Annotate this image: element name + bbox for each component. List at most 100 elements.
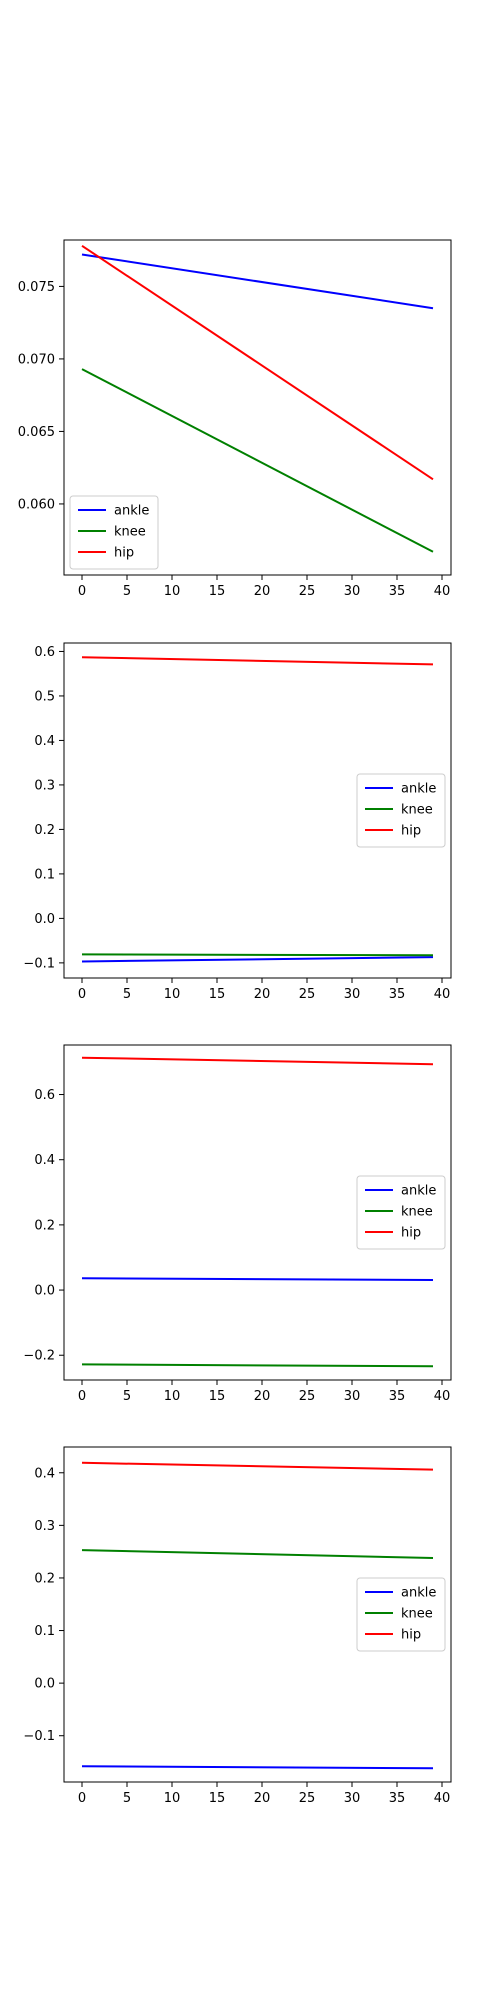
y-tick-label: −0.1 bbox=[23, 956, 55, 971]
legend-label-knee: knee bbox=[401, 1607, 433, 1622]
legend-label-ankle: ankle bbox=[114, 504, 149, 519]
x-tick-label: 30 bbox=[344, 584, 361, 599]
legend-box bbox=[356, 773, 446, 848]
x-tick-label: 10 bbox=[164, 584, 181, 599]
y-tick-label: 0.0 bbox=[34, 1284, 55, 1299]
x-tick-label: 25 bbox=[299, 1389, 316, 1404]
x-tick-label: 30 bbox=[344, 1389, 361, 1404]
x-tick-label: 30 bbox=[344, 1791, 361, 1806]
legend: ankle knee hip bbox=[69, 495, 159, 570]
chart-2: 0 5 10 15 20 25 30 35 40 −0.1 0.0 0.1 0.2 0.3 0.4 0.5 0.… bbox=[23, 642, 452, 1002]
legend-label-ankle: ankle bbox=[401, 1586, 436, 1601]
y-tick-label: 0.2 bbox=[34, 1571, 55, 1586]
y-tick-label: 0.1 bbox=[34, 1624, 55, 1639]
x-tick-label: 15 bbox=[209, 584, 226, 599]
series-line-knee bbox=[81, 953, 434, 957]
legend-box bbox=[69, 495, 159, 570]
y-tick-label: 0.0 bbox=[34, 1677, 55, 1692]
x-tick-label: 15 bbox=[209, 1791, 226, 1806]
y-tick-label: 0.060 bbox=[18, 497, 55, 512]
x-tick-label: 15 bbox=[209, 1389, 226, 1404]
legend-label-hip: hip bbox=[114, 546, 134, 561]
x-tick-label: 10 bbox=[164, 1389, 181, 1404]
x-tick-label: 0 bbox=[78, 584, 86, 599]
y-tick-label: 0.1 bbox=[34, 867, 55, 882]
chart-3: 0 5 10 15 20 25 30 35 40 −0.2 0.0 0.2 0.4 0.6 ankle kne… bbox=[23, 1044, 452, 1404]
x-tick-label: 35 bbox=[389, 1791, 406, 1806]
legend: ankle knee hip bbox=[356, 773, 446, 848]
y-tick-label: 0.4 bbox=[34, 734, 55, 749]
axes-frame bbox=[63, 239, 452, 576]
x-tick-label: 15 bbox=[209, 987, 226, 1002]
series-line-ankle bbox=[81, 253, 434, 310]
y-tick-label: 0.065 bbox=[18, 425, 55, 440]
x-tick-label: 40 bbox=[434, 584, 451, 599]
axes-frame bbox=[63, 642, 452, 979]
y-tick-label: 0.6 bbox=[34, 645, 55, 660]
x-tick-label: 0 bbox=[78, 1389, 86, 1404]
series-line-hip bbox=[81, 1461, 434, 1471]
legend-label-hip: hip bbox=[401, 824, 421, 839]
y-tick-label: −0.2 bbox=[23, 1349, 55, 1364]
chart-4: 0 5 10 15 20 25 30 35 40 −0.1 0.0 0.1 0.2 0.3 0.4 ankle… bbox=[23, 1446, 452, 1806]
chart-1: 0 5 10 15 20 25 30 35 40 0.060 0.065 0.070 0.075 ankl… bbox=[18, 239, 452, 599]
series-line-ankle bbox=[81, 1765, 434, 1770]
x-tick-label: 20 bbox=[254, 584, 271, 599]
y-tick-label: 0.2 bbox=[34, 1218, 55, 1233]
y-tick-label: 0.3 bbox=[34, 1519, 55, 1534]
legend-label-knee: knee bbox=[401, 1205, 433, 1220]
axes-frame bbox=[63, 1044, 452, 1381]
y-tick-label: 0.6 bbox=[34, 1088, 55, 1103]
series-line-ankle bbox=[81, 1277, 434, 1281]
legend-label-hip: hip bbox=[401, 1226, 421, 1241]
axes-frame bbox=[63, 1446, 452, 1783]
x-tick-label: 30 bbox=[344, 987, 361, 1002]
legend-label-ankle: ankle bbox=[401, 782, 436, 797]
x-tick-label: 40 bbox=[434, 987, 451, 1002]
x-tick-label: 25 bbox=[299, 1791, 316, 1806]
x-tick-label: 10 bbox=[164, 1791, 181, 1806]
x-tick-label: 35 bbox=[389, 584, 406, 599]
y-tick-label: 0.3 bbox=[34, 778, 55, 793]
x-tick-label: 5 bbox=[123, 1389, 131, 1404]
x-tick-label: 35 bbox=[389, 987, 406, 1002]
x-tick-label: 25 bbox=[299, 987, 316, 1002]
x-tick-label: 0 bbox=[78, 987, 86, 1002]
x-tick-label: 40 bbox=[434, 1791, 451, 1806]
legend-label-knee: knee bbox=[401, 803, 433, 818]
legend: ankle knee hip bbox=[356, 1175, 446, 1250]
x-tick-label: 20 bbox=[254, 987, 271, 1002]
legend-label-hip: hip bbox=[401, 1628, 421, 1643]
x-tick-label: 40 bbox=[434, 1389, 451, 1404]
x-tick-label: 25 bbox=[299, 584, 316, 599]
series-line-hip bbox=[81, 244, 434, 481]
x-tick-label: 0 bbox=[78, 1791, 86, 1806]
y-tick-label: 0.070 bbox=[18, 352, 55, 367]
y-tick-label: 0.0 bbox=[34, 912, 55, 927]
y-tick-label: 0.4 bbox=[34, 1466, 55, 1481]
y-tick-label: −0.1 bbox=[23, 1729, 55, 1744]
legend-label-knee: knee bbox=[114, 525, 146, 540]
x-tick-label: 20 bbox=[254, 1389, 271, 1404]
x-tick-label: 35 bbox=[389, 1389, 406, 1404]
legend-box bbox=[356, 1577, 446, 1652]
x-tick-label: 5 bbox=[123, 584, 131, 599]
series-line-knee bbox=[81, 1363, 434, 1368]
y-tick-label: 0.075 bbox=[18, 280, 55, 295]
x-tick-label: 5 bbox=[123, 987, 131, 1002]
y-tick-label: 0.5 bbox=[34, 689, 55, 704]
legend: ankle knee hip bbox=[356, 1577, 446, 1652]
y-tick-label: 0.2 bbox=[34, 823, 55, 838]
x-tick-label: 10 bbox=[164, 987, 181, 1002]
series-line-knee bbox=[81, 1549, 434, 1559]
legend-label-ankle: ankle bbox=[401, 1184, 436, 1199]
series-line-hip bbox=[81, 656, 434, 666]
x-tick-label: 20 bbox=[254, 1791, 271, 1806]
series-line-knee bbox=[81, 368, 434, 553]
x-tick-label: 5 bbox=[123, 1791, 131, 1806]
series-line-hip bbox=[81, 1056, 434, 1066]
y-tick-label: 0.4 bbox=[34, 1153, 55, 1168]
series-line-ankle bbox=[81, 956, 434, 963]
legend-box bbox=[356, 1175, 446, 1250]
